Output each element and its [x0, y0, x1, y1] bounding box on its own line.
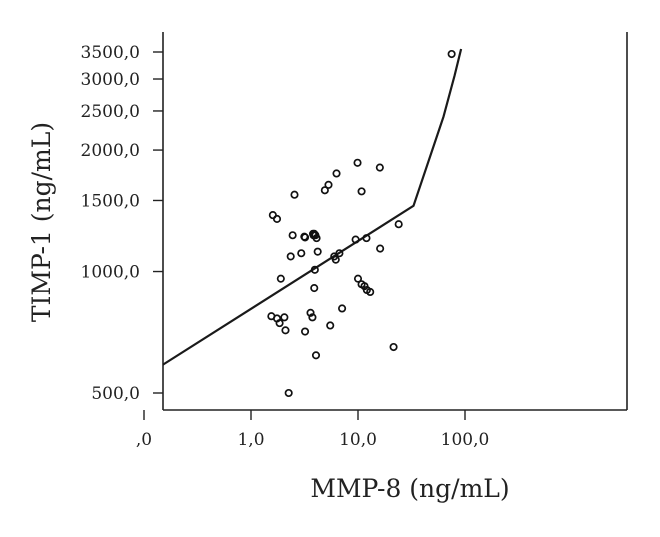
data-point [281, 326, 290, 335]
x-tick-label: 100,0 [441, 430, 490, 450]
y-tick-label: 2500,0 [81, 102, 140, 122]
x-tick-label: ,0 [136, 430, 152, 450]
data-point [276, 274, 285, 283]
data-point [312, 234, 321, 243]
data-point [332, 169, 341, 178]
data-point [324, 180, 333, 189]
fit-line [163, 48, 463, 366]
x-tick-label: 10,0 [339, 430, 377, 450]
data-point [288, 231, 297, 240]
data-point [286, 252, 295, 261]
data-point [301, 327, 310, 336]
data-point [308, 313, 317, 322]
y-tick-label: 500,0 [91, 384, 140, 404]
y-tick-label: 3500,0 [81, 43, 140, 63]
data-point [335, 249, 344, 258]
plot-area [163, 48, 463, 398]
data-point [353, 274, 363, 283]
data-point [366, 287, 375, 297]
plot-frame [162, 32, 628, 411]
data-point [376, 244, 385, 253]
y-tick-label: 2000,0 [81, 141, 140, 161]
data-point [447, 49, 456, 59]
data-point [351, 235, 360, 244]
data-point [326, 321, 335, 330]
data-point [375, 163, 384, 172]
data-point [275, 319, 284, 328]
y-axis-title: TIMP-1 (ng/mL) [27, 122, 56, 322]
x-axis-ticks: ,0 1,0 10,0 100,0 [136, 410, 489, 450]
y-tick-label: 1000,0 [81, 263, 140, 283]
data-point [313, 247, 322, 256]
data-point [297, 249, 306, 258]
data-point [306, 308, 315, 317]
data-point [353, 158, 362, 167]
x-tick-label: 1,0 [237, 430, 264, 450]
y-axis-ticks: 500,0 1000,0 1500,0 2000,0 2500,0 3000,0 3500,… [81, 43, 163, 404]
data-point [389, 342, 398, 352]
data-point [362, 234, 371, 243]
data-point [311, 351, 321, 360]
data-point [301, 233, 310, 242]
data-point [284, 388, 293, 398]
y-tick-label: 1500,0 [81, 191, 140, 211]
data-point [320, 186, 329, 195]
data-point [290, 190, 299, 199]
data-point [280, 313, 289, 322]
y-tick-label: 3000,0 [81, 70, 140, 90]
data-point [272, 214, 282, 223]
data-point [331, 255, 340, 264]
data-point [357, 187, 366, 196]
data-point [310, 265, 319, 274]
data-point [338, 304, 347, 313]
x-axis-title: MMP-8 (ng/mL) [310, 474, 509, 503]
data-point [394, 220, 403, 229]
data-points [267, 49, 456, 398]
data-point [310, 284, 319, 293]
